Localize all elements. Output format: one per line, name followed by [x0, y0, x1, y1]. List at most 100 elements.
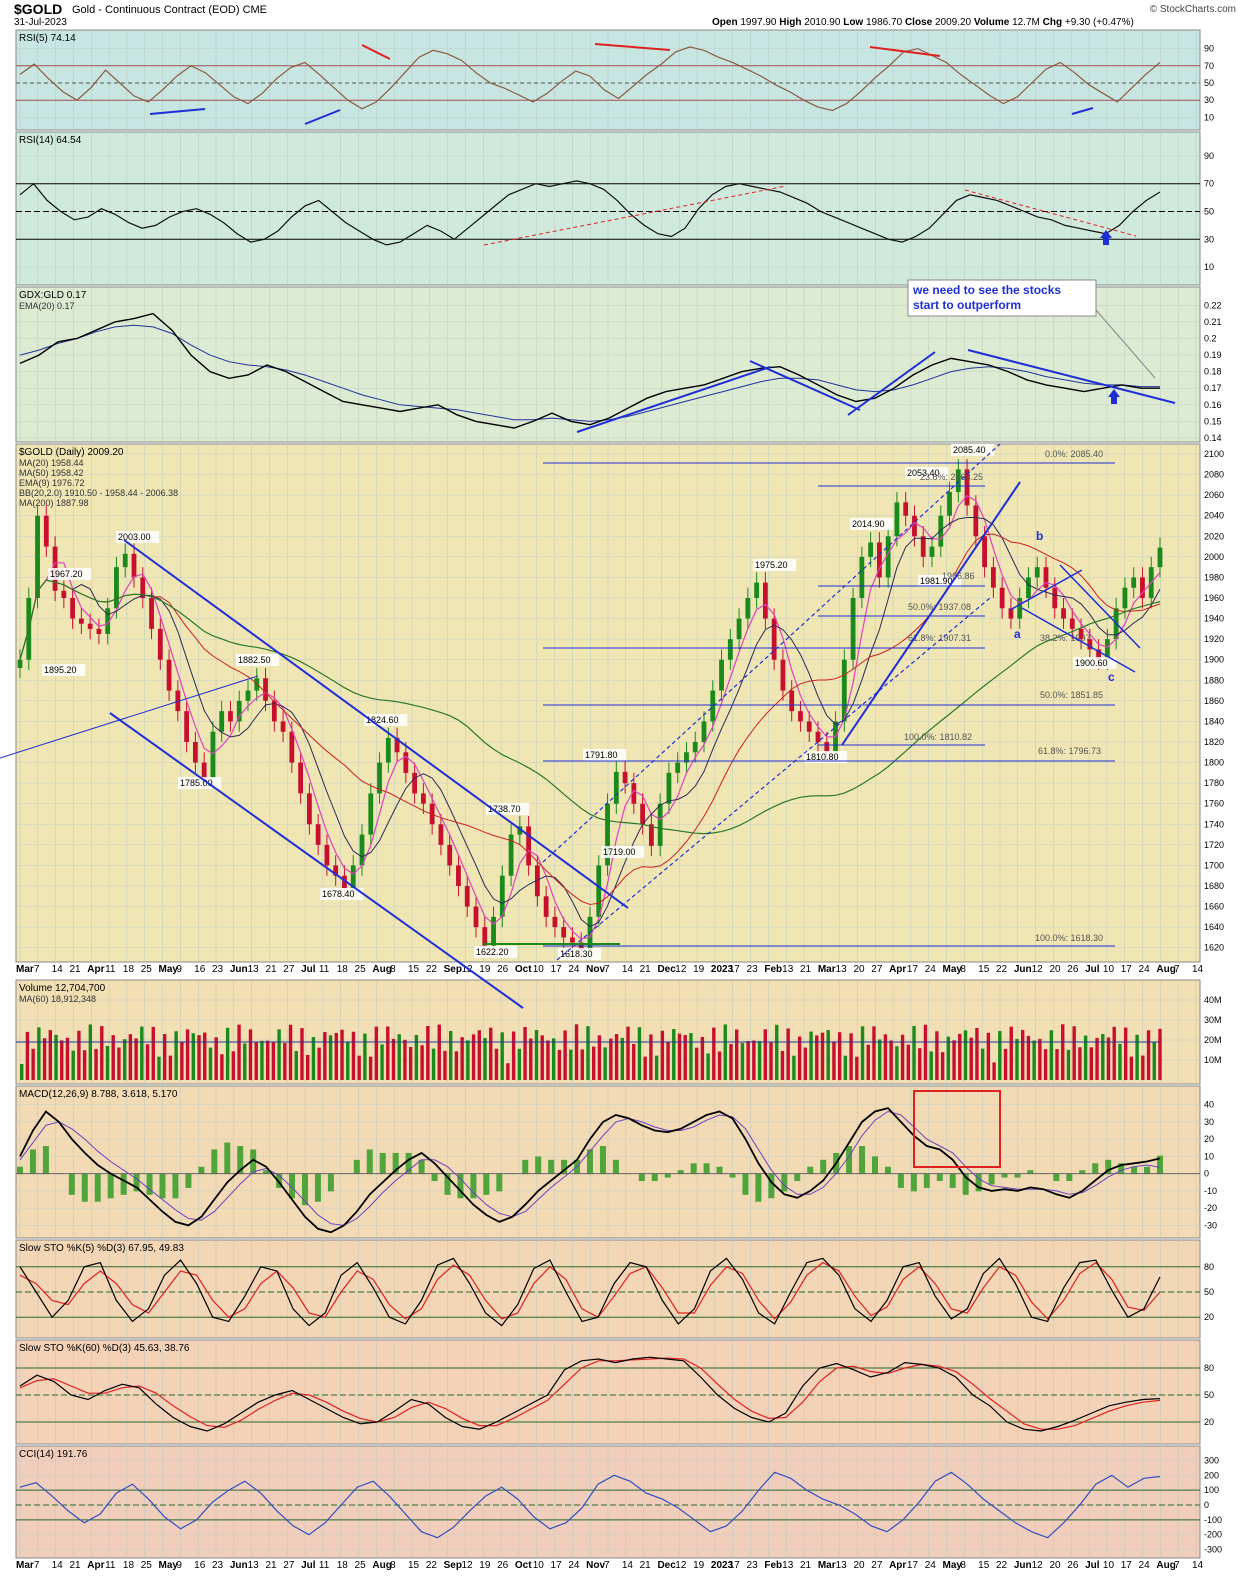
volume-bar [1152, 1041, 1156, 1080]
y-tick-label: 0.19 [1204, 350, 1222, 360]
y-tick-label: 70 [1204, 61, 1214, 71]
legend-entry: MA(60) 18,912,348 [19, 994, 96, 1004]
price-label: 1975.20 [755, 560, 788, 570]
volume-bar [643, 1056, 647, 1080]
macd-histogram-bar [198, 1166, 205, 1175]
x-tick-label: 15 [408, 964, 420, 975]
volume-bar [843, 1055, 848, 1080]
panel-title: Volume 12,704,700 [19, 983, 106, 994]
price-label: 1895.20 [44, 665, 77, 675]
candle-body [990, 567, 996, 588]
volume-bar [351, 1031, 356, 1080]
macd-histogram-bar [936, 1173, 943, 1182]
volume-bar [689, 1033, 693, 1080]
x-tick-label: Sep [444, 1560, 462, 1571]
volume-bar [443, 1050, 447, 1080]
candle-body [35, 515, 40, 598]
divergence-line [149, 108, 206, 115]
volume-bar [203, 1032, 207, 1080]
x-tick-label: Mar [818, 1560, 836, 1571]
x-tick-label: 24 [925, 1560, 937, 1571]
volume-bar [1061, 1024, 1065, 1080]
candle-body [806, 721, 812, 732]
volume-bar [523, 1027, 527, 1080]
x-tick-label: 17 [729, 1560, 741, 1571]
x-tick-label: Jul [301, 1560, 316, 1571]
volume-bar [906, 1044, 910, 1080]
volume-bar [1118, 1043, 1122, 1080]
ohlc-readout: Open 1997.90 High 2010.90 Low 1986.70 Cl… [712, 17, 1134, 28]
y-tick-label: 2040 [1204, 511, 1224, 521]
y-tick-label: 1720 [1204, 840, 1224, 850]
volume-bar [592, 1046, 596, 1080]
volume-bar [757, 1041, 762, 1080]
y-tick-label: 30 [1204, 1117, 1214, 1127]
volume-bar [551, 1038, 556, 1080]
divergence-line [1071, 107, 1094, 115]
x-tick-label: 9 [176, 964, 182, 975]
y-tick-label: 20M [1204, 1035, 1222, 1045]
ema9-line [19, 494, 1161, 940]
volume-bar [540, 1035, 544, 1080]
x-tick-label: 15 [978, 1560, 990, 1571]
candle-body [228, 711, 233, 722]
volume-bar [271, 1041, 276, 1080]
x-tick-label: 25 [355, 964, 367, 975]
volume-bar [580, 1049, 584, 1080]
x-tick-label: Apr [87, 1560, 104, 1571]
candle-body [631, 783, 637, 804]
candle-body [263, 678, 268, 701]
y-tick-label: 1620 [1204, 943, 1224, 953]
x-tick-label: 24 [925, 964, 937, 975]
macd-histogram-bar [418, 1159, 425, 1175]
candle-body [754, 582, 760, 598]
volume-bar [546, 1040, 550, 1080]
y-tick-label: 1920 [1204, 634, 1224, 644]
volume-bar [374, 1026, 379, 1080]
volume-bar [763, 1029, 767, 1080]
macd-histogram-bar [1092, 1163, 1099, 1175]
volume-bar [65, 1037, 70, 1080]
price-label-box [804, 751, 848, 763]
x-tick-label: 25 [141, 1560, 153, 1571]
x-tick-label: 7 [1174, 964, 1180, 975]
candle-body [17, 659, 23, 668]
x-tick-label: 14 [52, 964, 64, 975]
y-tick-label: 0.16 [1204, 400, 1222, 410]
volume-bar [37, 1027, 41, 1080]
volume-bar [122, 1039, 127, 1080]
price-label-box [905, 467, 949, 479]
x-tick-label: 13 [836, 964, 848, 975]
trend-line [967, 349, 1176, 404]
price-label-box [236, 654, 280, 666]
price-label: 1678.40 [322, 889, 355, 899]
candle-body [947, 492, 952, 516]
volume-bar [163, 1034, 167, 1080]
volume-bar [849, 1033, 853, 1080]
candle-body [675, 762, 681, 773]
fib-label: 1966.86 [942, 571, 975, 581]
x-tick-label: 20 [853, 964, 865, 975]
volume-bar [883, 1034, 888, 1080]
x-tick-label: 21 [265, 964, 277, 975]
x-tick-label: 10 [533, 964, 545, 975]
x-tick-label: 22 [996, 1560, 1008, 1571]
x-tick-label: 11 [319, 1560, 330, 1571]
macd-histogram-bar [716, 1166, 723, 1175]
volume-bar [952, 1040, 956, 1080]
volume-bar [466, 1040, 470, 1080]
volume-bar [180, 1041, 184, 1080]
volume-bar [168, 1055, 173, 1080]
candle-body [87, 623, 93, 629]
x-tick-label: May [943, 1560, 963, 1571]
y-tick-label: 90 [1204, 44, 1214, 54]
price-label: 2003.00 [118, 532, 151, 542]
y-tick-label: 1680 [1204, 881, 1224, 891]
candle-body [1069, 618, 1075, 629]
y-tick-label: -10 [1204, 1186, 1217, 1196]
candle-body [894, 502, 900, 537]
volume-bar [1021, 1029, 1025, 1080]
candle-body [1017, 598, 1023, 619]
x-tick-label: Dec [657, 1560, 676, 1571]
candle-body [96, 628, 102, 634]
